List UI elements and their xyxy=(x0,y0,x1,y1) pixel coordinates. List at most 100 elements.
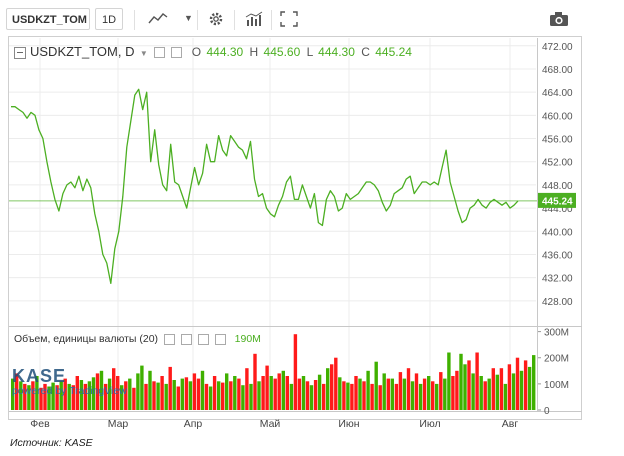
volume-bar xyxy=(487,378,491,410)
eye-icon[interactable] xyxy=(163,333,175,345)
y-tick-label: 452.00 xyxy=(542,158,573,169)
volume-bar xyxy=(31,381,35,410)
volume-bar xyxy=(443,378,447,410)
volume-bar xyxy=(217,381,221,410)
eye-icon[interactable] xyxy=(154,47,166,59)
volume-bar xyxy=(241,385,245,410)
x-tick-label: Июл xyxy=(419,418,440,430)
volume-bar xyxy=(350,383,354,410)
volume-bar xyxy=(160,376,164,410)
volume-bar xyxy=(95,373,100,410)
gear-icon[interactable] xyxy=(171,47,183,59)
x-tick-label: Фев xyxy=(30,418,50,430)
volume-bar xyxy=(297,378,302,410)
volume-bar xyxy=(527,366,532,410)
x-tick-label: Май xyxy=(260,418,281,430)
volume-bar xyxy=(152,381,156,410)
grid-layer xyxy=(9,38,536,410)
volume-tick-label: 100M xyxy=(544,380,569,391)
collapse-icon[interactable] xyxy=(14,46,26,59)
volume-bar xyxy=(67,383,71,410)
chevron-down-icon[interactable]: ▼ xyxy=(184,13,193,23)
interval-button[interactable]: 1D xyxy=(95,8,123,30)
volume-bar xyxy=(390,378,394,410)
volume-bar xyxy=(281,370,285,410)
volume-bar xyxy=(322,383,326,410)
volume-bar xyxy=(172,380,176,410)
volume-bar xyxy=(515,357,520,410)
legend-symbol: USDKZT_TOM, D xyxy=(30,44,135,59)
volume-bar xyxy=(422,378,427,410)
volume-bar xyxy=(136,373,140,410)
last-price-badge xyxy=(538,192,576,208)
volume-bar xyxy=(402,378,407,410)
volume-bar xyxy=(471,373,475,410)
volume-layer xyxy=(11,334,536,410)
volume-bar xyxy=(107,378,112,410)
y-tick-label: 440.00 xyxy=(542,227,573,238)
volume-bar xyxy=(475,352,479,410)
volume-bar xyxy=(523,360,528,410)
volume-bar xyxy=(83,383,88,410)
volume-title: Объем, единицы валюты (20) xyxy=(14,333,159,345)
volume-bar xyxy=(47,386,51,410)
volume-bar xyxy=(317,374,322,410)
volume-bar xyxy=(71,385,75,410)
volume-bar xyxy=(39,387,43,410)
volume-bar xyxy=(184,377,189,410)
volume-bar xyxy=(289,383,294,410)
chevron-down-icon[interactable]: ▼ xyxy=(139,49,148,58)
y-tick-label: 464.00 xyxy=(542,88,573,99)
volume-bar xyxy=(229,381,233,410)
volume-bar xyxy=(249,383,253,410)
volume-bar xyxy=(277,373,281,410)
volume-bar xyxy=(334,357,338,410)
gear-icon[interactable] xyxy=(180,333,192,345)
volume-bar xyxy=(35,376,39,410)
settings-icon[interactable] xyxy=(203,8,229,30)
volume-bar xyxy=(358,378,362,410)
close-label: C xyxy=(361,45,370,59)
volume-bar xyxy=(455,370,459,410)
camera-icon[interactable] xyxy=(546,8,572,30)
y-tick-label: 456.00 xyxy=(542,135,573,146)
volume-bar xyxy=(43,383,47,410)
symbol-search-button[interactable]: USDKZT_TOM xyxy=(6,8,90,30)
volume-bar xyxy=(532,355,536,410)
volume-bar xyxy=(305,381,310,410)
more-icon[interactable] xyxy=(214,333,226,345)
volume-bar xyxy=(346,382,350,410)
volume-bar xyxy=(362,381,366,410)
volume-bar xyxy=(459,353,463,410)
volume-bar xyxy=(176,386,180,410)
x-tick-label: Мар xyxy=(108,418,129,430)
toolbar-divider xyxy=(234,10,235,30)
volume-bar xyxy=(511,373,516,410)
high-label: H xyxy=(249,45,259,59)
fullscreen-icon[interactable] xyxy=(276,8,302,30)
volume-bar xyxy=(120,385,124,410)
volume-bar xyxy=(495,374,499,410)
volume-bar xyxy=(386,378,390,410)
tradingview-credit: powered by TradingView xyxy=(12,385,127,397)
volume-bar xyxy=(427,376,431,410)
volume-bar xyxy=(330,364,334,410)
kase-logo: KASE xyxy=(12,366,67,386)
delete-icon[interactable] xyxy=(197,333,209,345)
volume-bar xyxy=(59,381,63,410)
volume-tick-label: 200M xyxy=(544,354,569,365)
volume-bar xyxy=(253,353,257,410)
volume-bar xyxy=(188,381,193,410)
volume-bar xyxy=(144,383,148,410)
y-tick-label: 444.00 xyxy=(542,204,573,215)
volume-bar xyxy=(128,378,132,410)
volume-bar xyxy=(519,370,524,410)
volume-bar xyxy=(180,378,184,410)
indicators-icon[interactable] xyxy=(241,8,267,30)
chart-style-icon[interactable] xyxy=(145,8,171,30)
volume-bar xyxy=(79,380,84,410)
volume-tick-label: 0 xyxy=(544,406,550,417)
volume-bar xyxy=(410,381,415,410)
volume-bar xyxy=(313,380,318,410)
